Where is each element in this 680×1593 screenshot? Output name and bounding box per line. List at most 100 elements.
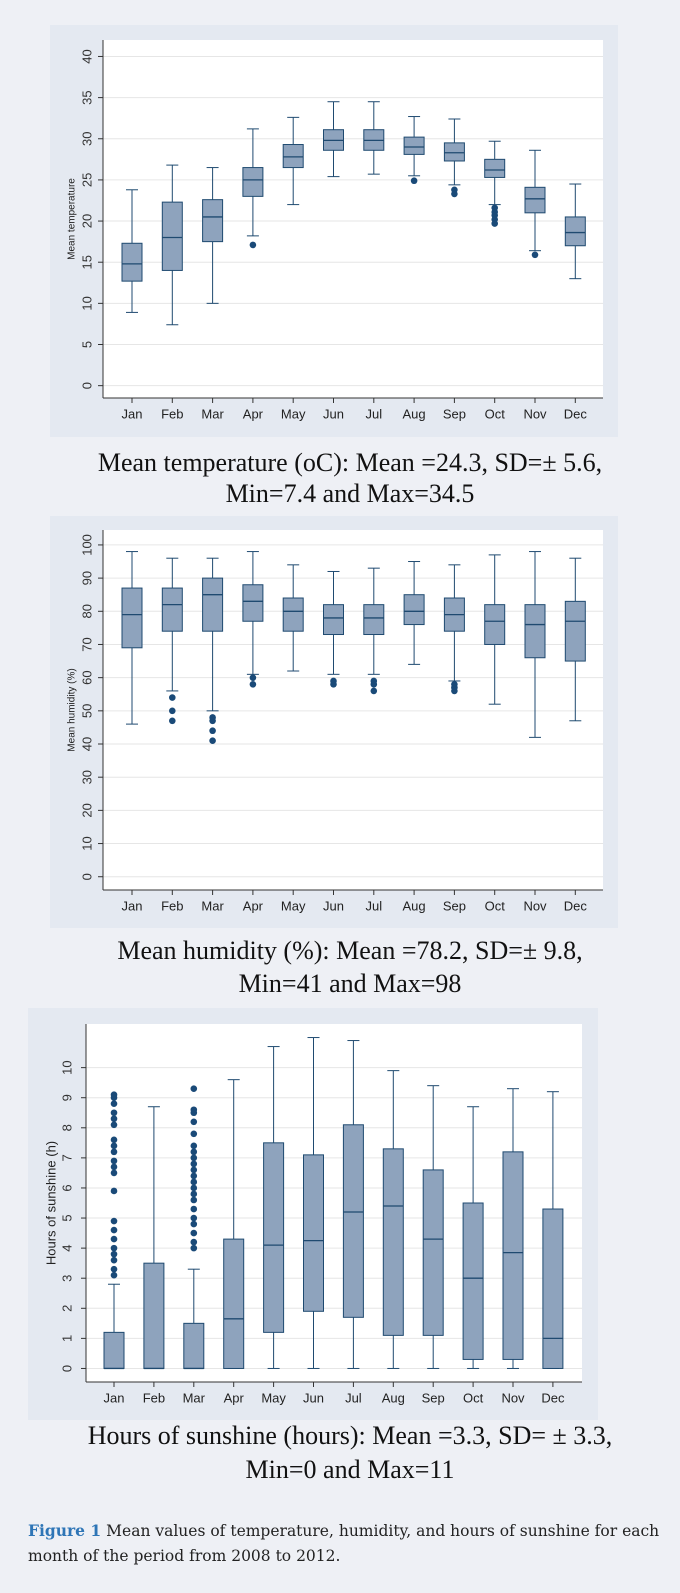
x-tick-label: Nov bbox=[523, 898, 547, 913]
outlier bbox=[110, 1115, 118, 1123]
box bbox=[443, 142, 465, 162]
y-tick-label: 2 bbox=[59, 1305, 74, 1312]
outlier bbox=[110, 1142, 118, 1150]
outlier bbox=[110, 1163, 118, 1171]
outlier bbox=[110, 1157, 118, 1165]
outlier bbox=[190, 1148, 198, 1156]
box bbox=[524, 186, 546, 214]
figure-caption: Figure 1 Mean values of temperature, hum… bbox=[28, 1518, 660, 1569]
outlier bbox=[190, 1106, 198, 1114]
y-tick-label: 4 bbox=[59, 1245, 74, 1252]
outlier bbox=[110, 1136, 118, 1144]
outlier bbox=[370, 687, 378, 695]
outlier bbox=[190, 1130, 198, 1138]
outlier bbox=[190, 1220, 198, 1228]
y-tick-label: 80 bbox=[79, 604, 94, 618]
x-tick-label: Jan bbox=[122, 898, 143, 913]
box bbox=[103, 1331, 125, 1369]
box bbox=[462, 1202, 484, 1360]
chart-caption: Mean humidity (%): Mean =78.2, SD=± 9.8, bbox=[117, 936, 582, 965]
box bbox=[242, 167, 264, 197]
x-tick-label: Jul bbox=[345, 1390, 362, 1405]
x-tick-label: Jun bbox=[323, 406, 344, 421]
outlier bbox=[110, 1109, 118, 1117]
y-tick-label: 10 bbox=[59, 1060, 74, 1074]
y-tick-label: 0 bbox=[79, 382, 94, 389]
box bbox=[484, 158, 506, 178]
y-axis-label: Hours of sunshine (h) bbox=[43, 1141, 58, 1265]
outlier bbox=[209, 727, 216, 735]
x-tick-label: May bbox=[281, 898, 306, 913]
outlier bbox=[110, 1250, 118, 1258]
outlier bbox=[330, 677, 337, 685]
outlier bbox=[190, 1244, 198, 1252]
box bbox=[263, 1142, 285, 1333]
outlier bbox=[169, 694, 176, 701]
box bbox=[422, 1169, 444, 1336]
box bbox=[183, 1322, 205, 1369]
box bbox=[363, 604, 385, 636]
outlier bbox=[249, 674, 257, 681]
outlier bbox=[110, 1235, 118, 1243]
y-tick-label: 25 bbox=[79, 173, 94, 187]
outlier bbox=[249, 241, 257, 249]
outlier bbox=[190, 1184, 198, 1192]
y-tick-label: 60 bbox=[79, 670, 94, 684]
box bbox=[202, 577, 224, 632]
outlier bbox=[169, 717, 176, 725]
box bbox=[121, 242, 143, 282]
box bbox=[564, 216, 586, 247]
outlier bbox=[209, 737, 216, 744]
outlier bbox=[110, 1100, 118, 1108]
x-tick-label: Apr bbox=[243, 898, 264, 913]
x-tick-label: Nov bbox=[523, 406, 547, 421]
x-tick-label: Oct bbox=[485, 898, 506, 913]
box bbox=[564, 600, 586, 662]
y-tick-label: 1 bbox=[59, 1335, 74, 1342]
box bbox=[382, 1148, 404, 1336]
y-tick-label: 70 bbox=[79, 637, 94, 651]
x-tick-label: Oct bbox=[463, 1390, 484, 1405]
y-tick-label: 30 bbox=[79, 132, 94, 146]
box bbox=[242, 584, 264, 622]
y-tick-label: 30 bbox=[79, 770, 94, 784]
x-tick-label: Dec bbox=[564, 898, 588, 913]
outlier bbox=[370, 677, 378, 685]
y-axis-label: Mean temperature bbox=[67, 178, 78, 260]
outlier bbox=[190, 1154, 198, 1162]
y-tick-label: 40 bbox=[79, 49, 94, 63]
y-tick-label: 9 bbox=[59, 1094, 74, 1101]
outlier bbox=[110, 1265, 118, 1273]
x-tick-label: Dec bbox=[541, 1390, 565, 1405]
outlier bbox=[190, 1160, 198, 1168]
plot-area bbox=[86, 1024, 582, 1382]
outlier bbox=[190, 1085, 198, 1092]
outlier bbox=[451, 680, 458, 688]
x-tick-label: Oct bbox=[485, 406, 506, 421]
box bbox=[542, 1208, 564, 1369]
box bbox=[403, 594, 425, 626]
outlier bbox=[169, 707, 176, 715]
x-tick-label: Jun bbox=[303, 1390, 324, 1405]
y-tick-label: 15 bbox=[79, 255, 94, 269]
y-axis-label: Mean humidity (%) bbox=[67, 668, 78, 751]
outlier bbox=[190, 1118, 198, 1126]
box bbox=[484, 604, 506, 645]
box bbox=[161, 587, 183, 632]
y-tick-label: 7 bbox=[59, 1154, 74, 1161]
x-tick-label: Mar bbox=[201, 406, 224, 421]
outlier bbox=[491, 204, 499, 212]
outlier bbox=[110, 1187, 118, 1195]
y-tick-label: 40 bbox=[79, 737, 94, 751]
outlier bbox=[249, 680, 257, 688]
y-tick-label: 50 bbox=[79, 704, 94, 718]
box bbox=[303, 1154, 324, 1312]
y-tick-label: 90 bbox=[79, 571, 94, 585]
outlier bbox=[110, 1121, 118, 1129]
y-tick-label: 10 bbox=[79, 836, 94, 850]
y-tick-label: 3 bbox=[59, 1275, 74, 1282]
box bbox=[524, 604, 546, 659]
x-tick-label: May bbox=[281, 406, 306, 421]
